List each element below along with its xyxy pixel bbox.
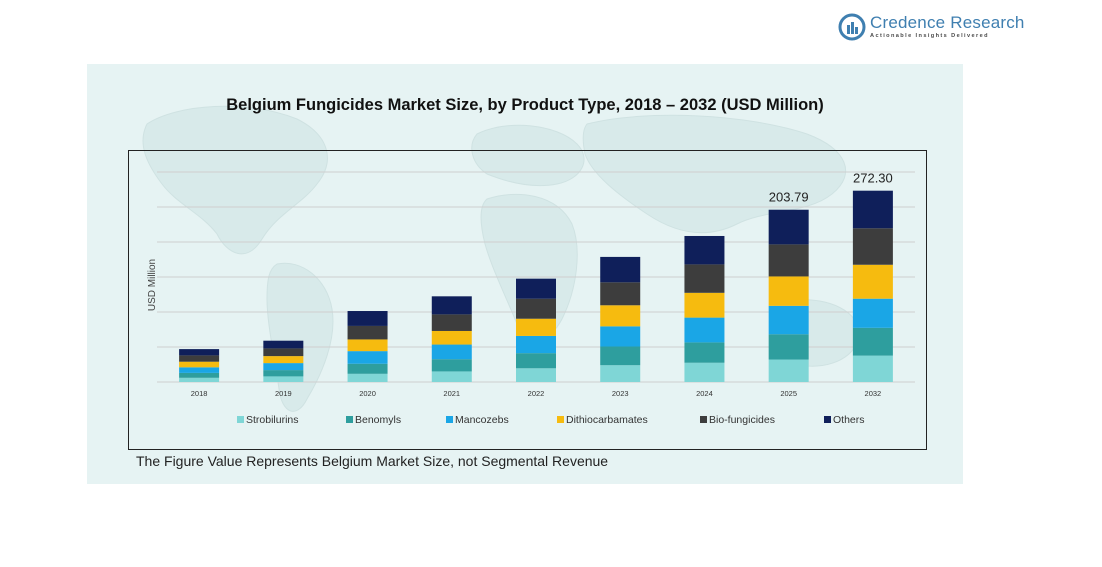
bar-segment-mancozebs-2021 xyxy=(431,344,472,360)
x-tick-label-2019: 2019 xyxy=(275,389,292,398)
brand-tagline: Actionable Insights Delivered xyxy=(870,33,989,40)
bar-segment-bio-fungicides-2032 xyxy=(852,228,893,265)
legend-item-bio-fungicides: Bio-fungicides xyxy=(700,414,775,426)
bar-segment-strobilurins-2018 xyxy=(179,377,220,382)
bar-segment-dithiocarbamates-2018 xyxy=(179,361,220,368)
x-tick-label-2024: 2024 xyxy=(696,389,713,398)
bar-segment-bio-fungicides-2018 xyxy=(179,355,220,362)
bar-segment-others-2018 xyxy=(179,349,220,356)
bar-segment-benomyls-2032 xyxy=(852,327,893,356)
bar-segment-dithiocarbamates-2019 xyxy=(263,356,304,364)
x-tick-label-2021: 2021 xyxy=(443,389,460,398)
x-tick-label-2025: 2025 xyxy=(780,389,797,398)
legend-label: Mancozebs xyxy=(455,414,509,426)
bar-segment-mancozebs-2024 xyxy=(684,317,725,343)
x-tick-labels: 2018 2019 2020 2021 2022 2023 2024 2025 2032 xyxy=(191,389,881,398)
bar-segment-benomyls-2025 xyxy=(768,334,809,360)
bar-segment-benomyls-2024 xyxy=(684,342,725,363)
bar-segment-strobilurins-2024 xyxy=(684,362,725,382)
data-labels: 203.79 272.30 xyxy=(769,171,893,205)
x-tick-label-2032: 2032 xyxy=(865,389,882,398)
bar-segment-others-2024 xyxy=(684,235,725,265)
x-tick-label-2022: 2022 xyxy=(528,389,545,398)
bar-segment-bio-fungicides-2022 xyxy=(516,298,556,319)
bar-segment-bio-fungicides-2019 xyxy=(263,348,304,357)
bar-segment-mancozebs-2022 xyxy=(516,335,556,354)
bar-segment-dithiocarbamates-2032 xyxy=(852,264,893,299)
bar-segment-others-2022 xyxy=(516,278,556,299)
legend-item-others: Others xyxy=(824,414,865,426)
bar-segment-dithiocarbamates-2020 xyxy=(347,339,388,352)
bar-segment-benomyls-2018 xyxy=(179,372,220,378)
bar-segment-strobilurins-2023 xyxy=(600,365,641,382)
bar-segment-benomyls-2022 xyxy=(516,353,556,369)
bar-segment-others-2032 xyxy=(852,190,893,229)
legend-label: Strobilurins xyxy=(246,414,299,426)
legend-swatch xyxy=(446,416,453,423)
legend-swatch xyxy=(700,416,707,423)
bar-segment-mancozebs-2020 xyxy=(347,351,388,364)
bar-segment-strobilurins-2032 xyxy=(852,355,893,382)
bar-segment-others-2020 xyxy=(347,311,388,326)
legend-label: Benomyls xyxy=(355,414,401,426)
bar-segment-bio-fungicides-2023 xyxy=(600,282,641,306)
bars xyxy=(179,190,893,382)
bar-segment-others-2023 xyxy=(600,256,641,283)
chart-panel: Belgium Fungicides Market Size, by Produ… xyxy=(87,64,963,484)
legend-swatch xyxy=(237,416,244,423)
bar-segment-others-2019 xyxy=(263,340,304,349)
legend-item-dithiocarbamates: Dithiocarbamates xyxy=(557,414,648,426)
bar-segment-others-2021 xyxy=(431,296,472,315)
bar-segment-benomyls-2020 xyxy=(347,363,388,374)
data-label-2025: 203.79 xyxy=(769,190,809,205)
brand-name: Credence Research xyxy=(870,13,1025,33)
bar-segment-bio-fungicides-2021 xyxy=(431,314,472,331)
bar-segment-strobilurins-2025 xyxy=(768,359,809,382)
bar-segment-benomyls-2019 xyxy=(263,370,304,377)
y-axis-label: USD Million xyxy=(147,259,158,311)
bar-segment-strobilurins-2019 xyxy=(263,376,304,382)
bar-segment-benomyls-2023 xyxy=(600,346,641,366)
brand-logo: Credence Research Actionable Insights De… xyxy=(838,10,1028,44)
legend-label: Others xyxy=(833,414,865,426)
bar-segment-mancozebs-2023 xyxy=(600,326,641,347)
bar-segment-mancozebs-2025 xyxy=(768,305,809,335)
bar-segment-bio-fungicides-2020 xyxy=(347,325,388,340)
bar-segment-dithiocarbamates-2021 xyxy=(431,330,472,345)
x-tick-label-2023: 2023 xyxy=(612,389,629,398)
legend-swatch xyxy=(824,416,831,423)
bar-segment-bio-fungicides-2024 xyxy=(684,264,725,293)
bar-segment-dithiocarbamates-2022 xyxy=(516,318,556,336)
bar-segment-strobilurins-2020 xyxy=(347,373,388,382)
bar-segment-dithiocarbamates-2025 xyxy=(768,276,809,306)
bar-segment-others-2025 xyxy=(768,209,809,245)
bar-segment-strobilurins-2022 xyxy=(516,368,556,382)
legend-label: Dithiocarbamates xyxy=(566,414,648,426)
bar-segment-dithiocarbamates-2023 xyxy=(600,305,641,327)
bar-segment-strobilurins-2021 xyxy=(431,371,472,382)
x-tick-label-2018: 2018 xyxy=(191,389,208,398)
stacked-bar-chart: 203.79 272.30 2018 2019 2020 2021 2022 2023 202… xyxy=(147,171,915,426)
bar-segment-mancozebs-2018 xyxy=(179,367,220,373)
footnote: The Figure Value Represents Belgium Mark… xyxy=(136,453,609,469)
bar-segment-mancozebs-2019 xyxy=(263,363,304,371)
bar-segment-mancozebs-2032 xyxy=(852,298,893,328)
legend-item-benomyls: Benomyls xyxy=(346,414,401,426)
bar-segment-benomyls-2021 xyxy=(431,359,472,372)
legend-item-strobilurins: Strobilurins xyxy=(237,414,299,426)
legend-item-mancozebs: Mancozebs xyxy=(446,414,509,426)
legend: Strobilurins Benomyls Mancozebs Dithiocarba… xyxy=(237,414,865,426)
bar-segment-bio-fungicides-2025 xyxy=(768,244,809,277)
legend-label: Bio-fungicides xyxy=(709,414,775,426)
x-tick-label-2020: 2020 xyxy=(359,389,376,398)
credence-logo-icon xyxy=(838,13,866,41)
bar-segment-dithiocarbamates-2024 xyxy=(684,292,725,318)
legend-swatch xyxy=(557,416,564,423)
legend-swatch xyxy=(346,416,353,423)
data-label-2032: 272.30 xyxy=(853,171,893,186)
chart-title: Belgium Fungicides Market Size, by Produ… xyxy=(226,96,824,114)
plot-frame xyxy=(128,150,927,450)
